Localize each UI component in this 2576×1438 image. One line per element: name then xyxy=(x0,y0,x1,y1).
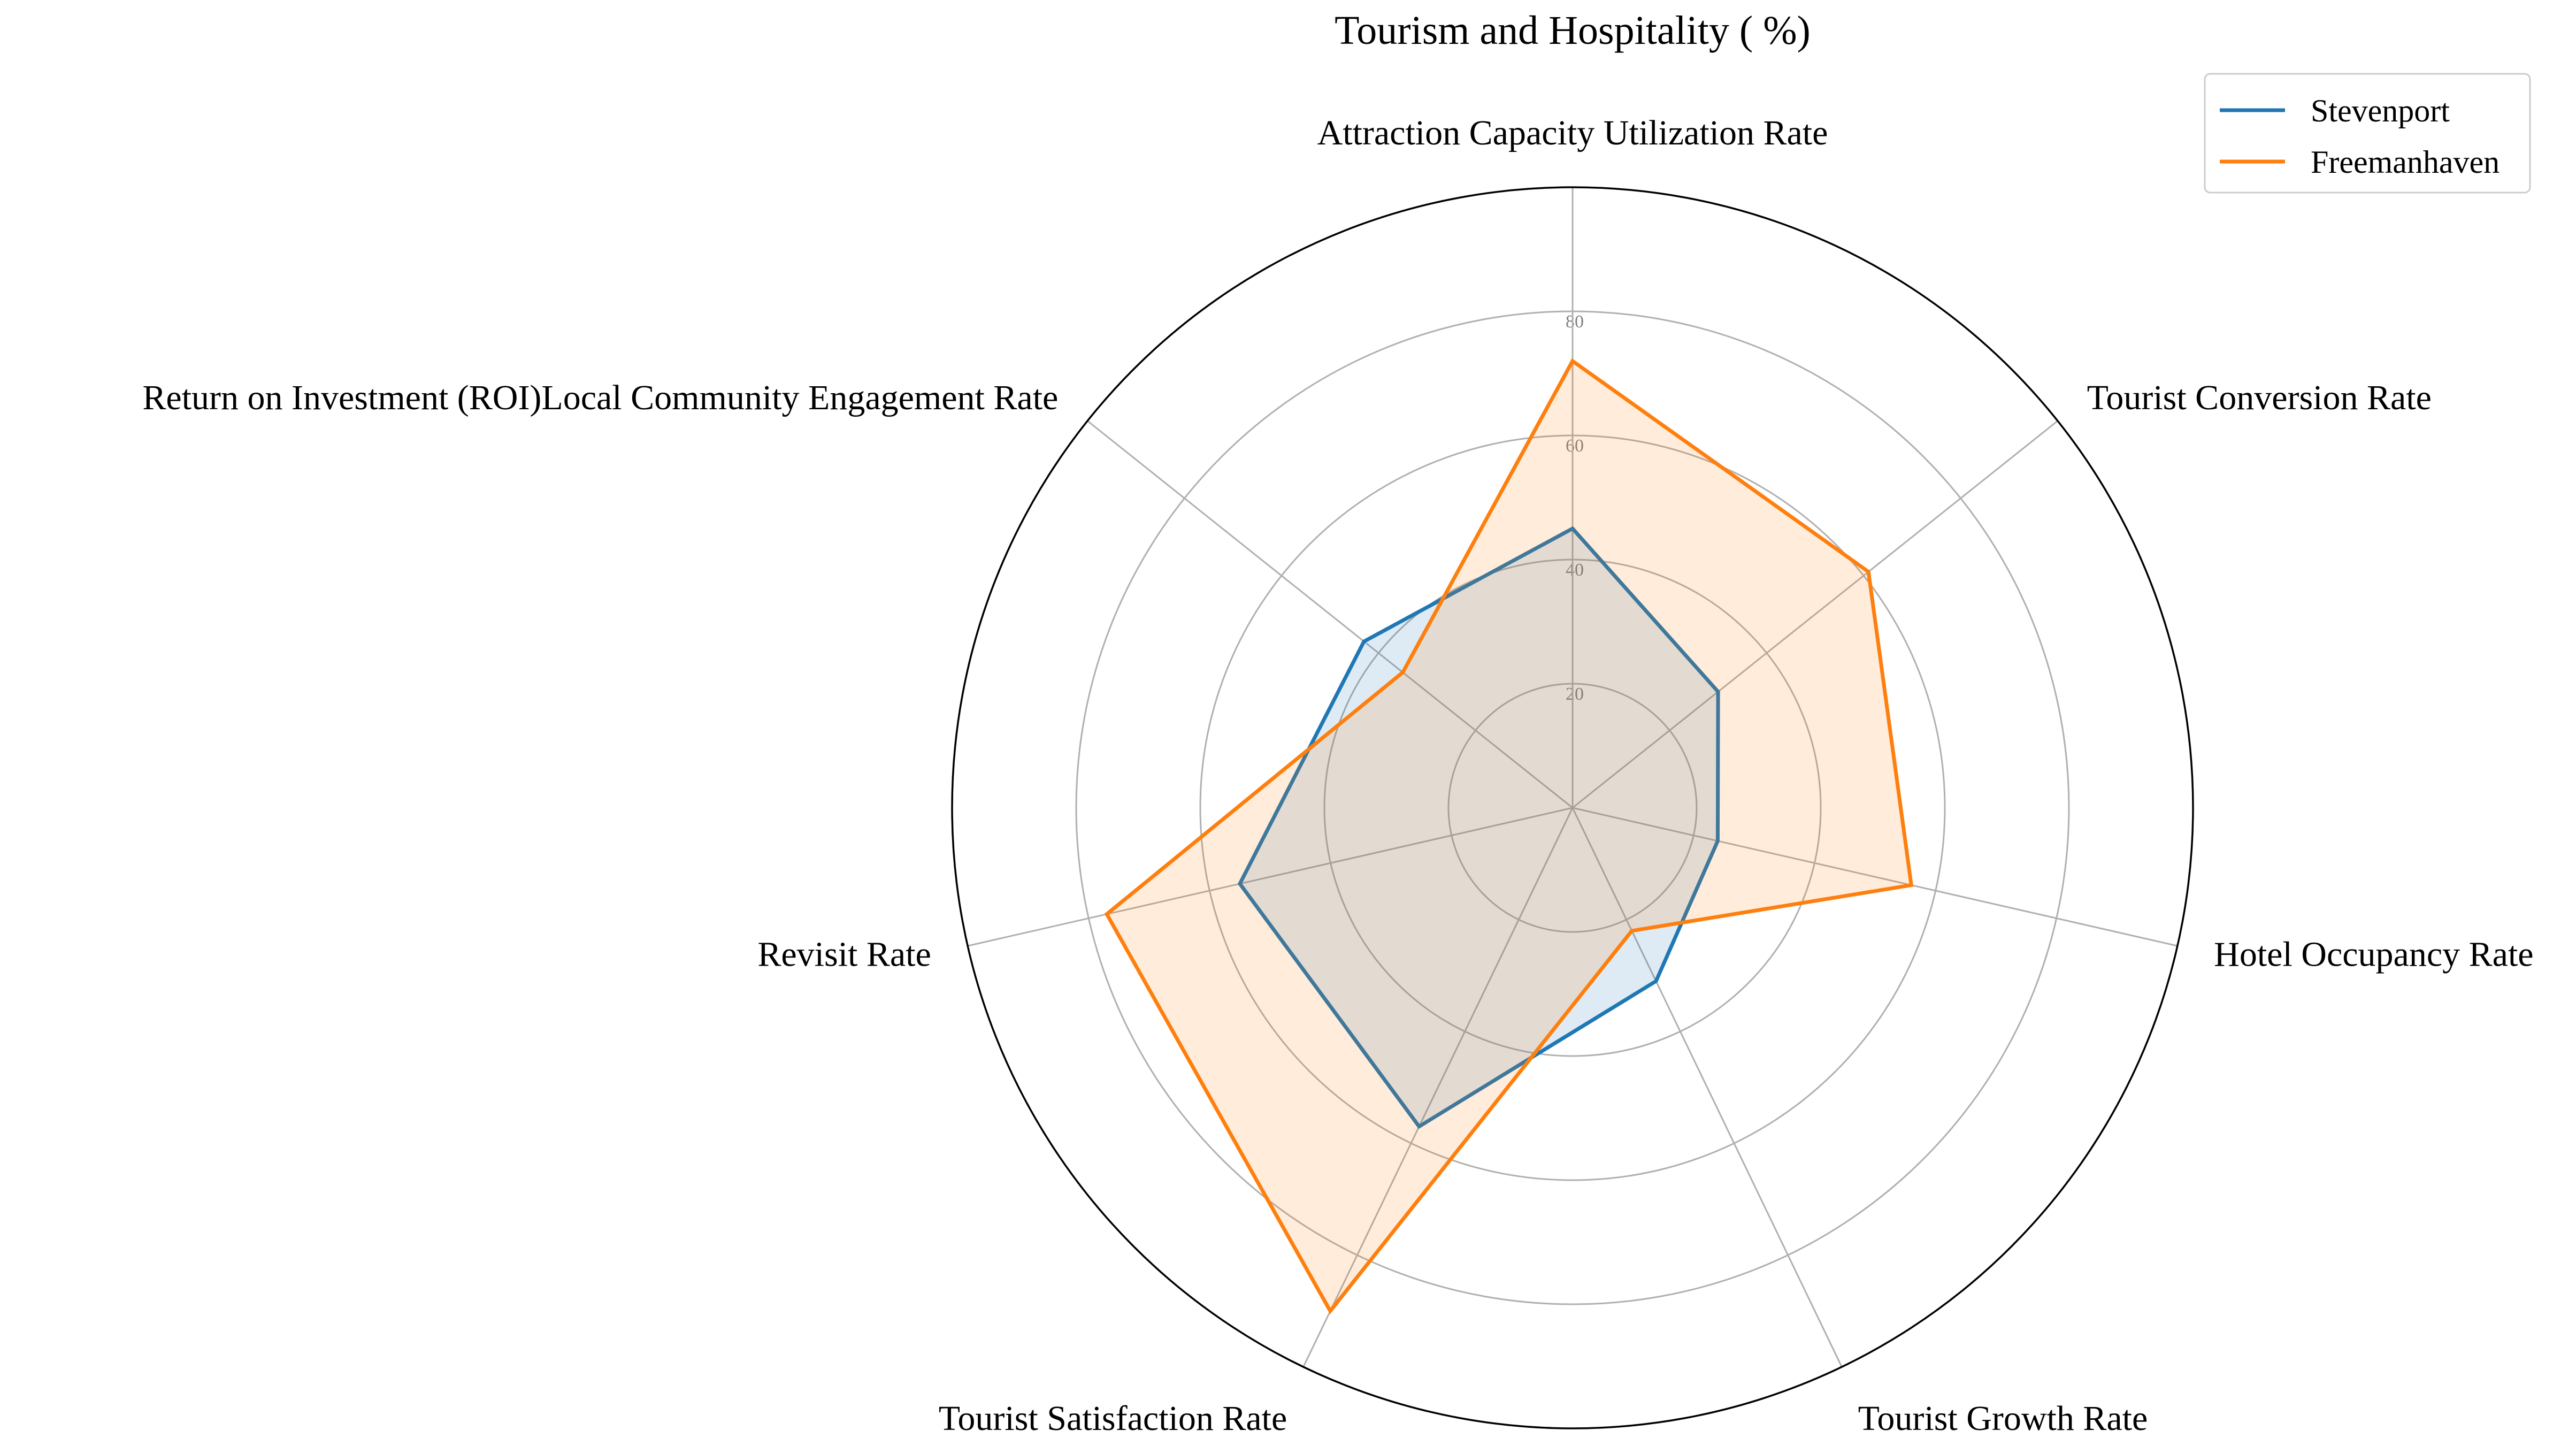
data-point xyxy=(1631,930,1632,931)
radar-grid: 20 40 60 80 xyxy=(951,186,2194,1429)
axis-label: Revisit Rate xyxy=(757,935,931,974)
legend-entry-label: Stevenport xyxy=(2311,93,2450,128)
data-point xyxy=(1363,641,1365,642)
axis-label: Attraction Capacity Utilization Rate xyxy=(1317,113,1828,152)
data-point xyxy=(1655,980,1657,982)
axis-label: Tourist Satisfaction Rate xyxy=(939,1399,1287,1435)
legend: Stevenport Freemanhaven xyxy=(2204,73,2531,194)
axis-spoke xyxy=(1087,420,1573,809)
axis-spoke xyxy=(967,807,1573,947)
radial-tick-label: 20 xyxy=(1566,684,1584,704)
axis-labels: Attraction Capacity Utilization Rate Tour… xyxy=(142,113,2533,1438)
data-point xyxy=(1419,1126,1420,1127)
data-point xyxy=(1717,840,1719,842)
radial-tick-label: 40 xyxy=(1566,560,1584,580)
data-point xyxy=(1718,691,1719,693)
axis-spoke xyxy=(1572,807,2178,947)
radial-tick-label: 80 xyxy=(1566,312,1584,332)
axis-label: Tourist Conversion Rate xyxy=(2087,378,2432,417)
data-point xyxy=(1239,883,1240,884)
legend-entry-label: Freemanhaven xyxy=(2311,144,2500,180)
series-line-stevenport xyxy=(1237,526,1720,1129)
series-line-freemanhaven xyxy=(1104,358,1914,1314)
axis-spoke xyxy=(1571,807,1843,1367)
radar-series xyxy=(1104,358,1914,1314)
legend-box xyxy=(2204,73,2531,194)
data-point xyxy=(1868,571,1869,572)
axis-spoke xyxy=(1572,420,2058,809)
axis-label: Return on Investment (ROI)Local Communit… xyxy=(142,378,1058,417)
series-area-freemanhaven xyxy=(1107,361,1912,1311)
data-point xyxy=(1572,360,1573,362)
axis-label: Hotel Occupancy Rate xyxy=(2214,935,2533,974)
series-area-stevenport xyxy=(1239,529,1719,1127)
data-point xyxy=(1106,913,1108,915)
data-point xyxy=(1330,1310,1331,1312)
chart-title: Tourism and Hospitality ( %) xyxy=(1335,8,1811,53)
axis-spoke xyxy=(1302,807,1574,1367)
axis-label: Tourist Growth Rate xyxy=(1858,1399,2148,1435)
data-point xyxy=(1572,528,1573,529)
radial-tick-label: 60 xyxy=(1566,436,1584,456)
data-point xyxy=(1402,671,1404,673)
outer-ring xyxy=(951,186,2194,1429)
data-point xyxy=(1911,884,1912,886)
